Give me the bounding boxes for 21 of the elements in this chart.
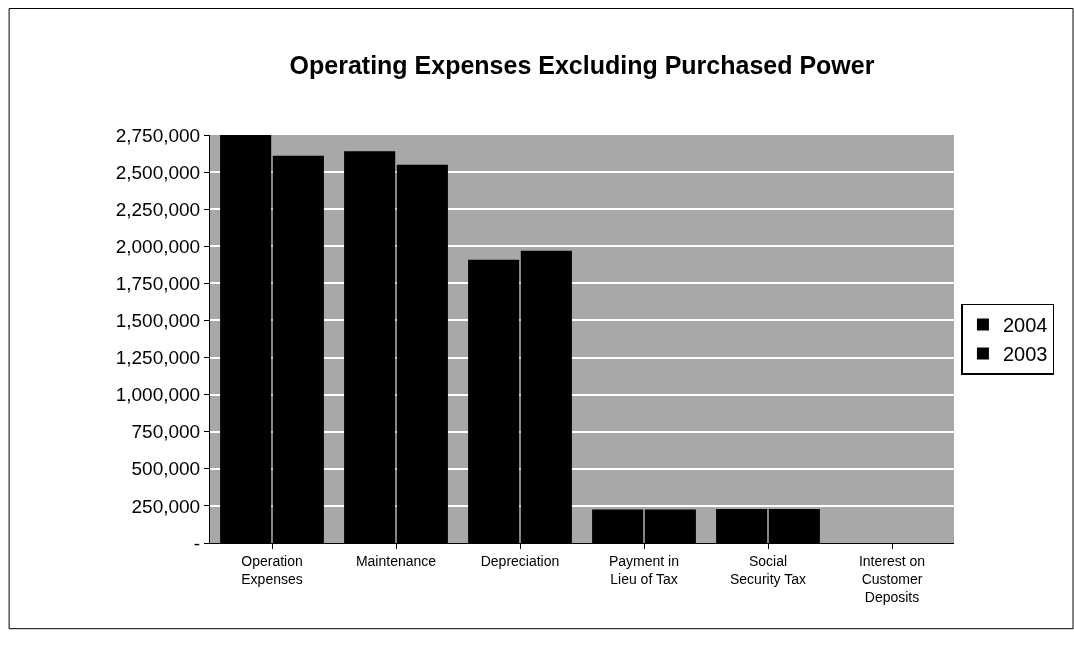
y-tick-label: 2,000,000 bbox=[115, 235, 201, 257]
x-tick-label: Social Security Tax bbox=[730, 552, 806, 587]
y-tick-label: 250,000 bbox=[131, 495, 201, 517]
x-tick-label: Payment in Lieu of Tax bbox=[608, 552, 680, 587]
y-tick-label: 1,250,000 bbox=[115, 347, 201, 369]
y-tick-label: 2,750,000 bbox=[115, 124, 201, 146]
y-tick-label: 2,250,000 bbox=[115, 198, 201, 220]
y-tick-label: 1,000,000 bbox=[115, 384, 201, 406]
legend-label: 2004 bbox=[1002, 314, 1048, 337]
y-tick-label: 1,500,000 bbox=[115, 310, 201, 332]
y-tick-label: 1,750,000 bbox=[115, 273, 201, 295]
y-tick-label: - bbox=[193, 532, 201, 554]
x-tick-label: Depreciation bbox=[480, 552, 560, 569]
x-tick-label: Maintenance bbox=[355, 552, 437, 569]
x-tick-label: Interest on Customer Deposits bbox=[858, 552, 926, 606]
x-tick-label: Operation Expenses bbox=[241, 552, 303, 587]
y-tick-label: 500,000 bbox=[131, 458, 201, 480]
y-tick-label: 750,000 bbox=[131, 421, 201, 443]
chart-title: Operating Expenses Excluding Purchased Power bbox=[289, 50, 875, 79]
legend-label: 2003 bbox=[1002, 343, 1048, 366]
y-tick-label: 2,500,000 bbox=[115, 161, 201, 183]
